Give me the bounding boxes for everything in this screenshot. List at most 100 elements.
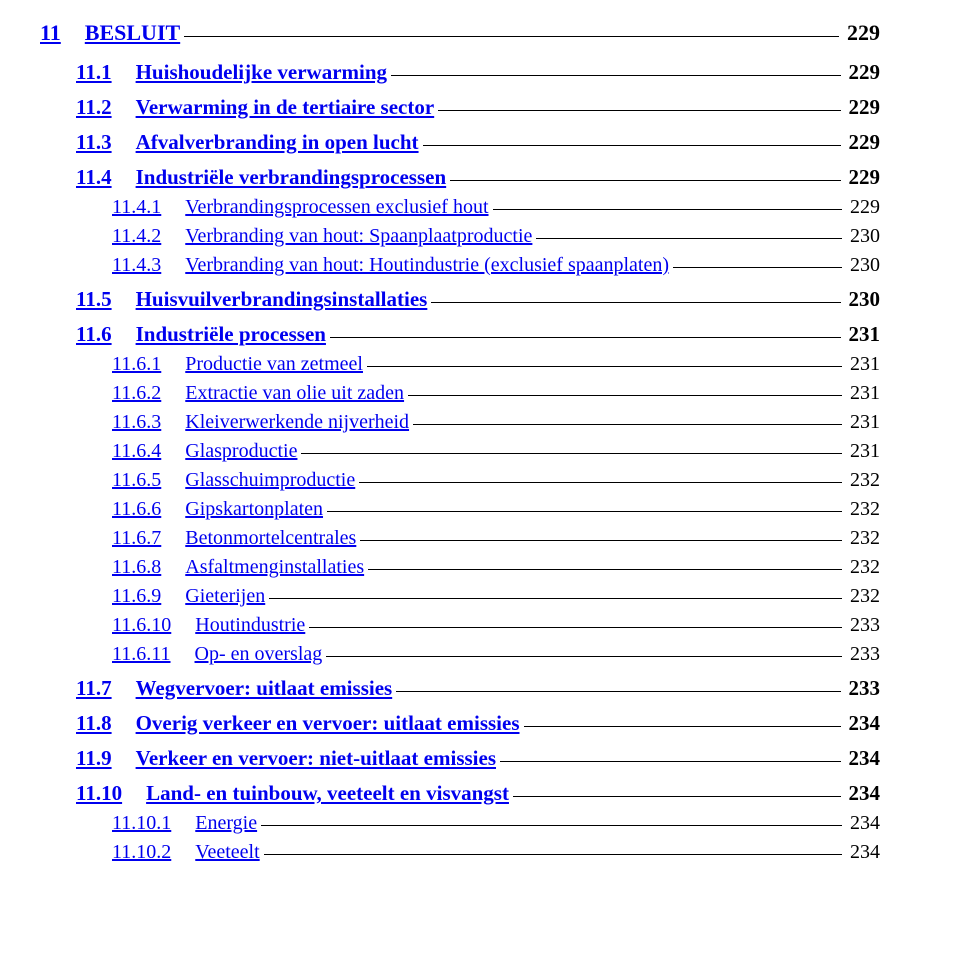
toc-page-number: 232 xyxy=(846,498,880,521)
toc-page-number: 229 xyxy=(845,95,881,120)
toc-title-link[interactable]: Productie van zetmeel xyxy=(185,353,363,376)
table-of-contents: 11 BESLUIT 229 11.1 Huishoudelijke verwarmin… xyxy=(40,20,880,864)
toc-leader-line xyxy=(673,267,842,268)
toc-entry: 11.4.1 Verbrandingsprocessen exclusief ho… xyxy=(40,196,880,219)
toc-number-link[interactable]: 11.6.11 xyxy=(112,643,171,666)
toc-entry: 11.5Huisvuilverbrandingsinstallaties230 xyxy=(40,287,880,312)
toc-title-link[interactable]: Overig verkeer en vervoer: uitlaat emiss… xyxy=(136,711,520,736)
toc-number-link[interactable]: 11.5 xyxy=(76,287,112,312)
toc-title-link[interactable]: Wegvervoer: uitlaat emissies xyxy=(136,676,393,701)
toc-title-link[interactable]: Asfaltmenginstallaties xyxy=(185,556,364,579)
toc-entry: 11.6.6 Gipskartonplaten 232 xyxy=(40,498,880,521)
toc-leader-line xyxy=(431,302,840,303)
toc-number-link[interactable]: 11.7 xyxy=(76,676,112,701)
toc-number-link[interactable]: 11.6.6 xyxy=(112,498,161,521)
toc-entry: 11.6.11 Op- en overslag 233 xyxy=(40,643,880,666)
toc-page-number: 231 xyxy=(845,322,881,347)
toc-leader-line xyxy=(408,395,842,396)
toc-entry: 11.6.5Glasschuimproductie232 xyxy=(40,469,880,492)
toc-leader-line xyxy=(327,511,842,512)
toc-title-link[interactable]: Energie xyxy=(195,812,257,835)
toc-page-number: 229 xyxy=(846,196,880,219)
toc-number-link[interactable]: 11.6.4 xyxy=(112,440,161,463)
toc-page-number: 231 xyxy=(846,411,880,434)
toc-entry: 11.6.7 Betonmortelcentrales 232 xyxy=(40,527,880,550)
toc-entry: 11.6.10Houtindustrie233 xyxy=(40,614,880,637)
toc-title-link[interactable]: Industriële verbrandingsprocessen xyxy=(136,165,447,190)
toc-page-number: 234 xyxy=(845,781,881,806)
toc-number-link[interactable]: 11.10.1 xyxy=(112,812,171,835)
toc-leader-line xyxy=(524,726,841,727)
toc-page-number: 233 xyxy=(845,676,881,701)
toc-number-link[interactable]: 11.4.1 xyxy=(112,196,161,219)
toc-title-link[interactable]: Industriële processen xyxy=(136,322,326,347)
toc-title-link[interactable]: Glasschuimproductie xyxy=(185,469,355,492)
toc-number-link[interactable]: 11.4.2 xyxy=(112,225,161,248)
toc-number-link[interactable]: 11.6.3 xyxy=(112,411,161,434)
toc-title-link[interactable]: Huishoudelijke verwarming xyxy=(136,60,387,85)
toc-page-number: 233 xyxy=(846,643,880,666)
toc-entry: 11.4.3 Verbranding van hout: Houtindustri… xyxy=(40,254,880,277)
toc-number-link[interactable]: 11.6.2 xyxy=(112,382,161,405)
toc-number-link[interactable]: 11.6 xyxy=(76,322,112,347)
toc-number-link[interactable]: 11.1 xyxy=(76,60,112,85)
toc-title-link[interactable]: Op- en overslag xyxy=(195,643,323,666)
toc-entry: 11.10 Land- en tuinbouw, veeteelt en visv… xyxy=(40,781,880,806)
toc-page-number: 232 xyxy=(846,527,880,550)
toc-number-link[interactable]: 11.6.8 xyxy=(112,556,161,579)
toc-leader-line xyxy=(500,761,841,762)
toc-entry: 11.4Industriële verbrandingsprocessen229 xyxy=(40,165,880,190)
toc-entry: 11.9 Verkeer en vervoer: niet-uitlaat emi… xyxy=(40,746,880,771)
toc-leader-line xyxy=(368,569,842,570)
toc-number-link[interactable]: 11.4.3 xyxy=(112,254,161,277)
toc-leader-line xyxy=(423,145,841,146)
toc-number-link[interactable]: 11.4 xyxy=(76,165,112,190)
toc-title-link[interactable]: Veeteelt xyxy=(195,841,259,864)
toc-page-number: 231 xyxy=(846,353,880,376)
toc-entry: 11.6 Industriële processen 231 xyxy=(40,322,880,347)
toc-number-link[interactable]: 11.8 xyxy=(76,711,112,736)
toc-title-link[interactable]: Kleiverwerkende nijverheid xyxy=(185,411,409,434)
toc-title-link[interactable]: Verbranding van hout: Houtindustrie (exc… xyxy=(185,254,669,277)
toc-leader-line xyxy=(261,825,842,826)
toc-title-link[interactable]: Glasproductie xyxy=(185,440,297,463)
toc-page-number: 232 xyxy=(846,556,880,579)
toc-entry: 11.6.2Extractie van olie uit zaden231 xyxy=(40,382,880,405)
toc-number-link[interactable]: 11.2 xyxy=(76,95,112,120)
toc-number-link[interactable]: 11.9 xyxy=(76,746,112,771)
toc-number-link[interactable]: 11 xyxy=(40,20,61,46)
toc-title-link[interactable]: Land- en tuinbouw, veeteelt en visvangst xyxy=(146,781,509,806)
toc-page-number: 230 xyxy=(846,254,880,277)
toc-number-link[interactable]: 11.3 xyxy=(76,130,112,155)
toc-title-link[interactable]: Verwarming in de tertiaire sector xyxy=(136,95,435,120)
toc-leader-line xyxy=(301,453,842,454)
toc-title-link[interactable]: Verbranding van hout: Spaanplaatproducti… xyxy=(185,225,532,248)
toc-leader-line xyxy=(367,366,842,367)
toc-entry: 11.8 Overig verkeer en vervoer: uitlaat e… xyxy=(40,711,880,736)
toc-number-link[interactable]: 11.6.9 xyxy=(112,585,161,608)
toc-title-link[interactable]: Extractie van olie uit zaden xyxy=(185,382,404,405)
toc-entry: 11.3Afvalverbranding in open lucht229 xyxy=(40,130,880,155)
toc-entry: 11BESLUIT229 xyxy=(40,20,880,46)
toc-page-number: 234 xyxy=(845,746,881,771)
toc-number-link[interactable]: 11.6.5 xyxy=(112,469,161,492)
toc-entry: 11.6.8 Asfaltmenginstallaties 232 xyxy=(40,556,880,579)
toc-title-link[interactable]: Betonmortelcentrales xyxy=(185,527,356,550)
toc-entry: 11.10.1Energie234 xyxy=(40,812,880,835)
toc-number-link[interactable]: 11.6.10 xyxy=(112,614,171,637)
toc-title-link[interactable]: Houtindustrie xyxy=(195,614,305,637)
toc-title-link[interactable]: Gipskartonplaten xyxy=(185,498,323,521)
toc-title-link[interactable]: Gieterijen xyxy=(185,585,265,608)
toc-title-link[interactable]: Afvalverbranding in open lucht xyxy=(136,130,419,155)
toc-number-link[interactable]: 11.10 xyxy=(76,781,122,806)
toc-number-link[interactable]: 11.6.7 xyxy=(112,527,161,550)
toc-entry: 11.6.3 Kleiverwerkende nijverheid 231 xyxy=(40,411,880,434)
toc-number-link[interactable]: 11.6.1 xyxy=(112,353,161,376)
toc-title-link[interactable]: BESLUIT xyxy=(85,20,180,46)
toc-leader-line xyxy=(326,656,842,657)
toc-title-link[interactable]: Huisvuilverbrandingsinstallaties xyxy=(136,287,428,312)
toc-title-link[interactable]: Verkeer en vervoer: niet-uitlaat emissie… xyxy=(136,746,496,771)
toc-number-link[interactable]: 11.10.2 xyxy=(112,841,171,864)
toc-leader-line xyxy=(264,854,842,855)
toc-title-link[interactable]: Verbrandingsprocessen exclusief hout xyxy=(185,196,488,219)
